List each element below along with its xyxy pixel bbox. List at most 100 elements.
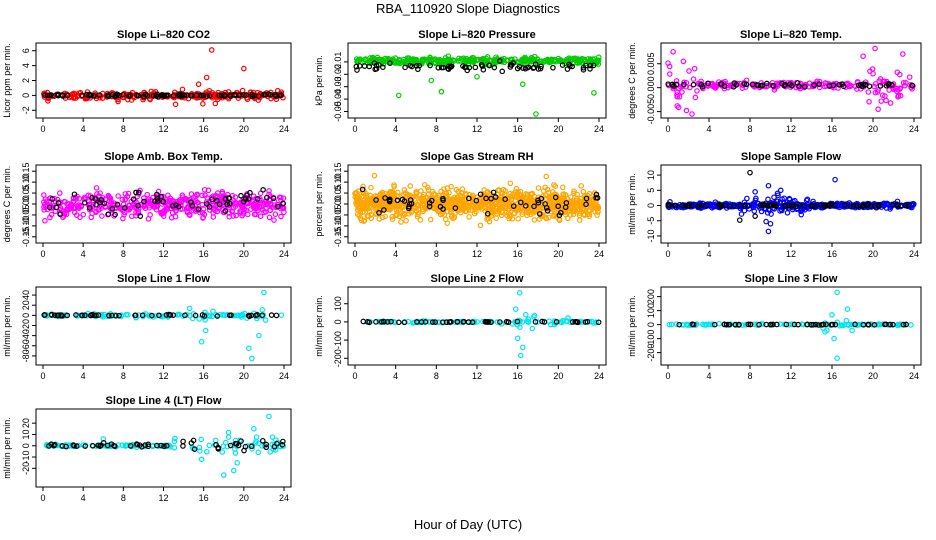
reference-point [152,198,158,204]
data-point [897,92,904,99]
data-point [514,335,521,342]
x-tick-label: 8 [121,249,126,259]
data-point [438,88,445,95]
data-point [533,111,539,117]
data-point [230,467,237,474]
data-point [262,317,269,323]
x-tick-label: 12 [158,249,168,259]
reference-point [132,312,138,319]
data-point [98,311,105,318]
data-point [574,191,580,198]
y-tick-label: -0.10 [21,216,31,237]
data-point [546,194,552,201]
reference-point [473,197,480,204]
reference-point [690,321,697,328]
reference-point [92,196,99,202]
reference-point [666,202,673,208]
data-point [591,90,597,96]
data-point [804,196,811,203]
reference-point [763,80,770,87]
data-point [835,85,841,91]
data-point [198,338,205,345]
reference-point [669,81,676,88]
reference-point [163,312,170,318]
x-tick-label: 0 [40,249,45,259]
data-point [595,61,602,67]
data-point [576,59,582,66]
data-point [438,188,444,195]
reference-point [191,446,198,452]
data-point [425,191,431,198]
x-tick-label: 12 [472,371,482,381]
data-point [56,190,63,196]
reference-point [170,312,177,318]
data-point [67,205,73,212]
data-point [406,210,412,217]
data-point [189,315,196,322]
chart-title: Slope Li–820 CO2 [117,29,210,41]
data-point [571,188,577,194]
reference-point [796,83,802,89]
x-tick-label: 20 [239,493,249,503]
reference-point [270,195,277,202]
reference-point [169,203,176,209]
data-point [469,202,476,209]
reference-point [428,197,435,204]
y-tick-label: -5 [646,217,656,225]
data-point [570,55,577,62]
reference-point [466,195,472,202]
reference-point [248,443,255,450]
reference-point [145,443,152,450]
chart-title: Slope Li–820 Pressure [418,29,535,41]
reference-point [279,442,286,448]
reference-point [440,64,447,71]
reference-point [732,321,739,328]
data-point [224,443,231,450]
reference-point [903,321,909,328]
data-point [586,213,592,220]
reference-point [482,318,489,325]
data-point [361,217,368,224]
data-point [428,77,435,84]
x-tick-label: 8 [747,124,752,134]
data-point [121,211,127,218]
x-tick-label: 24 [279,124,289,134]
data-point [172,101,179,108]
reference-point [180,443,186,449]
reference-point [280,438,286,445]
reference-point [181,92,188,98]
data-point [391,58,398,65]
x-tick-label: 12 [158,493,168,503]
data-point [356,212,363,219]
reference-point [811,82,817,88]
x-tick-label: 4 [81,371,86,381]
data-point [765,182,772,189]
x-tick-label: 24 [594,124,604,134]
data-point [135,312,142,318]
y-axis-label: ml/min per min. [314,295,324,357]
reference-point [137,213,144,219]
data-point [61,198,68,205]
data-point [212,100,219,107]
x-tick-label: 24 [909,371,919,381]
data-point [883,97,889,104]
reference-point [478,61,485,68]
reference-point [209,196,215,203]
data-point [377,200,383,206]
reference-point [550,64,556,71]
data-point [775,192,781,199]
x-tick-label: 24 [594,371,604,381]
data-point [377,191,383,198]
data-point [777,321,783,327]
data-point [421,197,428,203]
reference-point [154,442,160,449]
reference-point [387,60,393,66]
reference-point [136,442,143,448]
reference-point [112,313,119,319]
data-point [203,74,210,81]
reference-point [472,64,479,71]
data-point [872,89,879,96]
reference-point [580,64,587,71]
data-point [193,206,199,213]
data-point [546,59,552,66]
